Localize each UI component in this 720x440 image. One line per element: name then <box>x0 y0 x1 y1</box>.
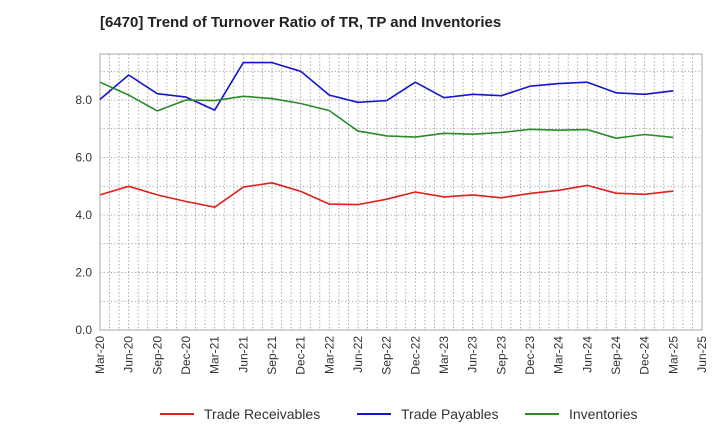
x-tick-label: Jun-24 <box>580 336 594 373</box>
series-line-trade-payables <box>99 61 674 111</box>
x-tick-label: Dec-24 <box>638 336 652 375</box>
y-tick-label: 0.0 <box>75 323 92 337</box>
chart-title: [6470] Trend of Turnover Ratio of TR, TP… <box>100 14 502 31</box>
y-tick-label: 6.0 <box>75 151 92 165</box>
x-tick-label: Mar-25 <box>666 336 680 374</box>
legend: Trade Receivables Trade Payables Inventori… <box>160 406 637 422</box>
x-tick-label: Mar-21 <box>208 336 222 374</box>
x-tick-label: Jun-21 <box>236 336 250 373</box>
x-tick-label: Mar-22 <box>322 336 336 374</box>
x-tick-label: Jun-25 <box>695 336 709 373</box>
x-tick-label: Sep-23 <box>494 336 508 375</box>
x-tick-label: Sep-22 <box>380 336 394 375</box>
series-line-inventories <box>99 81 674 139</box>
legend-label: Trade Receivables <box>204 406 320 422</box>
series-line-trade-receivables <box>99 182 674 208</box>
x-tick-label: Jun-22 <box>351 336 365 373</box>
x-tick-label: Jun-20 <box>122 336 136 373</box>
legend-label: Inventories <box>569 406 637 422</box>
x-tick-label: Sep-24 <box>609 336 623 375</box>
x-tick-label: Sep-21 <box>265 336 279 375</box>
x-tick-label: Sep-20 <box>150 336 164 375</box>
legend-label: Trade Payables <box>401 406 499 422</box>
y-tick-label: 2.0 <box>75 266 92 280</box>
x-tick-label: Dec-20 <box>179 336 193 375</box>
x-tick-label: Mar-23 <box>437 336 451 374</box>
x-axis: Mar-20 Jun-20 Sep-20 Dec-20 Mar-21 Jun-21 Sep-… <box>93 336 709 375</box>
series-layer <box>99 61 674 208</box>
y-tick-label: 8.0 <box>75 93 92 107</box>
x-tick-label: Mar-24 <box>552 336 566 374</box>
y-axis: 0.0 2.0 4.0 6.0 8.0 <box>75 93 92 337</box>
x-tick-label: Dec-22 <box>408 336 422 375</box>
x-tick-label: Dec-21 <box>294 336 308 375</box>
plot-frame <box>99 53 703 331</box>
x-tick-label: Jun-23 <box>466 336 480 373</box>
y-tick-label: 4.0 <box>75 208 92 222</box>
x-tick-label: Mar-20 <box>93 336 107 374</box>
x-tick-label: Dec-23 <box>523 336 537 375</box>
